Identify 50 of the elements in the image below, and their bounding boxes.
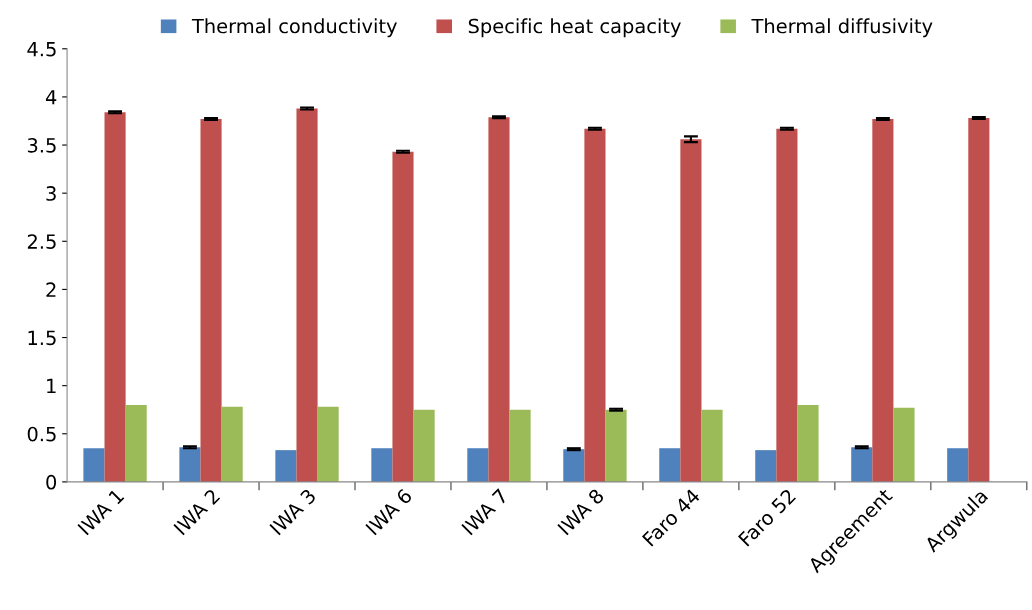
y-tick-label: 3 (46, 186, 56, 201)
bar (776, 128, 798, 482)
bar (797, 404, 819, 482)
x-tick-label: IWA 6 (365, 487, 413, 536)
bar (509, 409, 531, 482)
bar (584, 128, 606, 482)
y-tick-label: 0 (46, 474, 57, 490)
bar (968, 118, 990, 482)
bar (125, 404, 147, 482)
bar (221, 406, 243, 482)
bar (296, 108, 318, 482)
bar (317, 406, 339, 482)
y-tick-label: 2.5 (27, 234, 56, 249)
bar (104, 112, 126, 482)
bar (659, 448, 681, 482)
bar (947, 448, 969, 482)
bar (701, 409, 723, 482)
y-tick-label: 1.5 (28, 330, 56, 346)
y-tick-label: 4 (45, 90, 57, 105)
x-tick-label: Faro 52 (737, 488, 797, 547)
bar (392, 151, 414, 482)
bar (200, 119, 222, 482)
y-tick-label: 0.5 (27, 426, 56, 442)
bar (755, 450, 777, 482)
y-tick-label: 4.5 (27, 42, 56, 57)
x-tick-label: IWA 2 (173, 488, 221, 536)
x-tick-label: IWA 8 (557, 487, 605, 536)
x-tick-label: IWA 1 (77, 488, 125, 536)
y-tick-label: 3.5 (27, 138, 56, 153)
bar (872, 119, 894, 482)
bar (488, 117, 510, 482)
bar (893, 407, 915, 482)
bar (563, 449, 585, 482)
y-tick-label: 2 (46, 282, 56, 297)
y-tick-label: 1 (47, 378, 56, 394)
x-tick-label: Faro 44 (642, 487, 701, 547)
x-tick-label: IWA 7 (461, 488, 509, 536)
bar (83, 448, 105, 482)
legend-label: Specific heat capacity (468, 18, 681, 38)
bar (851, 447, 873, 482)
bar (275, 450, 297, 482)
bar (371, 448, 393, 482)
bar (467, 448, 489, 482)
bar (605, 409, 627, 482)
x-tick-label: IWA 3 (269, 488, 317, 536)
legend-label: Thermal diffusivity (751, 18, 933, 38)
legend-label: Thermal conductivity (191, 18, 397, 38)
bar (413, 409, 435, 482)
bar (680, 139, 702, 482)
bar (179, 447, 201, 482)
